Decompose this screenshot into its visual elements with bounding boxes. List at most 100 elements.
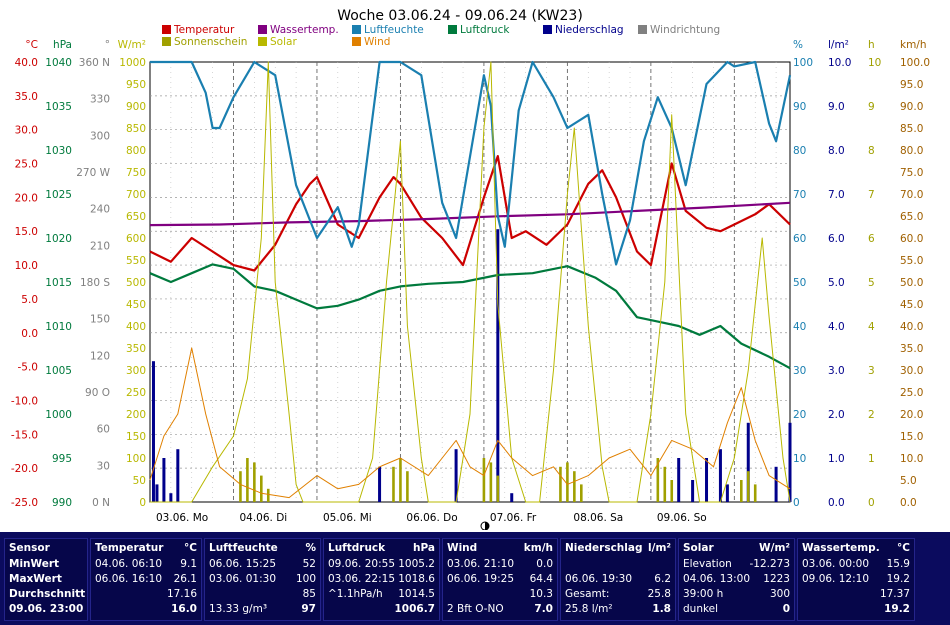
bar-niederschlag [151,361,155,502]
tick-label-wind: 55.0 [900,255,923,267]
tick-label-direction: 120 [90,350,110,362]
stats-row: 06.06. 16:10 26.1 [95,573,197,585]
bar-sonnenschein [566,462,569,502]
axis-unit-solar: W/m² [118,39,146,51]
tick-label-direction: 360 N [79,57,110,69]
tick-label-humidity: 20 [793,409,806,421]
bar-sonnenschein [670,480,674,502]
tick-label-direction: 30 [97,460,110,472]
tick-label-sunshine: 6 [868,233,875,245]
tick-label-wind: 45.0 [900,299,923,311]
tick-label-wind: 30.0 [900,365,923,377]
tick-label-temperature: 10.0 [15,260,38,272]
tick-label-wind: 80.0 [900,145,923,157]
bar-sonnenschein [239,471,242,502]
bar-sonnenschein [392,466,395,502]
tick-label-rain: 6.0 [828,233,845,245]
bar-sonnenschein [746,471,750,502]
stats-header: Wassertemp. °C [802,542,910,554]
x-tick-label: 04.06. Di [239,512,287,524]
chart-title: Woche 03.06.24 - 09.06.24 (KW23) [337,8,583,24]
tick-label-wind: 35.0 [900,343,923,355]
tick-label-pressure: 1005 [45,365,72,377]
stats-row: 04.06. 13:00 1223 [683,573,790,585]
stats-row: 09.06. 23:00 [9,603,84,615]
bar-niederschlag [378,466,382,502]
x-tick-label: 08.06. Sa [573,512,623,524]
stats-row: 17.37 [879,588,910,600]
tick-label-wind: 90.0 [900,101,923,113]
tick-label-pressure: 1035 [45,101,72,113]
tick-label-sunshine: 4 [868,321,875,333]
tick-label-solar: 100 [126,453,146,465]
tick-label-sunshine: 7 [868,189,875,201]
bar-niederschlag [169,493,173,502]
series-line-wind [149,347,791,499]
legend-swatch [162,37,171,46]
stats-column-luftdruck: Luftdruck hPa 09.06. 20:55 1005.2 03.06. 22:… [323,538,440,621]
tick-label-solar: 850 [126,123,146,135]
bar-sonnenschein [559,466,562,502]
legend-label: Wassertemp. [270,24,339,36]
tick-label-sunshine: 5 [868,277,875,289]
tick-label-solar: 300 [126,365,146,377]
legend-swatch [258,37,267,46]
x-tick-label: 03.06. Mo [156,512,208,524]
tick-label-pressure: 1015 [45,277,72,289]
tick-label-rain: 5.0 [828,277,845,289]
stats-row: 10.3 [529,588,553,600]
axis-unit-pressure: hPa [53,39,72,51]
axis-unit-temperature: °C [25,39,38,51]
bar-sonnenschein [489,462,493,502]
tick-label-temperature: 20.0 [15,192,38,204]
stats-row: 13.33 g/m³ 97 [209,603,316,615]
tick-label-temperature: 25.0 [15,159,38,171]
tick-label-solar: 600 [126,233,146,245]
tick-label-humidity: 60 [793,233,806,245]
tick-label-wind: 75.0 [900,167,923,179]
tick-label-rain: 10.0 [828,57,851,69]
tick-label-wind: 95.0 [900,79,923,91]
bar-niederschlag [677,458,681,502]
tick-label-sunshine: 0 [868,497,875,509]
stats-row: 1006.7 [394,603,435,615]
legend-swatch [352,37,361,46]
stats-header: Niederschlag l/m² [565,542,671,554]
tick-label-wind: 50.0 [900,277,923,289]
legend-swatch [352,25,361,34]
statistics-table: Sensor MinWert MaxWert Durchschnitt 09.06. 2… [0,532,950,625]
tick-label-solar: 650 [126,211,146,223]
tick-label-direction: 150 [90,314,110,326]
chart-legend: Temperatur Wassertemp. Luftfeuchte Luftdruc… [162,24,720,48]
legend-label: Luftdruck [460,24,510,36]
tick-label-wind: 60.0 [900,233,923,245]
tick-label-solar: 500 [126,277,146,289]
tick-label-humidity: 30 [793,365,806,377]
tick-label-rain: 9.0 [828,101,845,113]
legend-label: Temperatur [173,24,235,36]
legend-label: Windrichtung [650,24,720,36]
tick-label-temperature: -15.0 [11,429,38,441]
legend-swatch [448,25,457,34]
bar-sonnenschein [266,488,270,502]
stats-column-wind: Wind km/h 03.06. 21:10 0.0 06.06. 19:25 64.4 1… [442,538,558,621]
tick-label-solar: 750 [126,167,146,179]
bar-sonnenschein [260,475,263,502]
series-line-temperatur [149,155,791,272]
tick-label-temperature: 0.0 [21,328,38,340]
x-tick-label: 09.06. So [657,512,707,524]
tick-label-pressure: 1000 [45,409,72,421]
stats-row: 2 Bft O-NO 7.0 [447,603,553,615]
tick-label-solar: 0 [139,497,146,509]
tick-label-temperature: 35.0 [15,91,38,103]
tick-label-humidity: 40 [793,321,806,333]
bar-sonnenschein [406,471,409,502]
bar-sonnenschein [399,458,402,502]
bar-sonnenschein [753,484,757,502]
tick-label-temperature: -20.0 [11,463,38,475]
axis-unit-wind: km/h [900,39,927,51]
legend-swatch [543,25,552,34]
tick-label-humidity: 0 [793,497,800,509]
tick-label-temperature: 15.0 [15,226,38,238]
bar-niederschlag [746,422,750,502]
